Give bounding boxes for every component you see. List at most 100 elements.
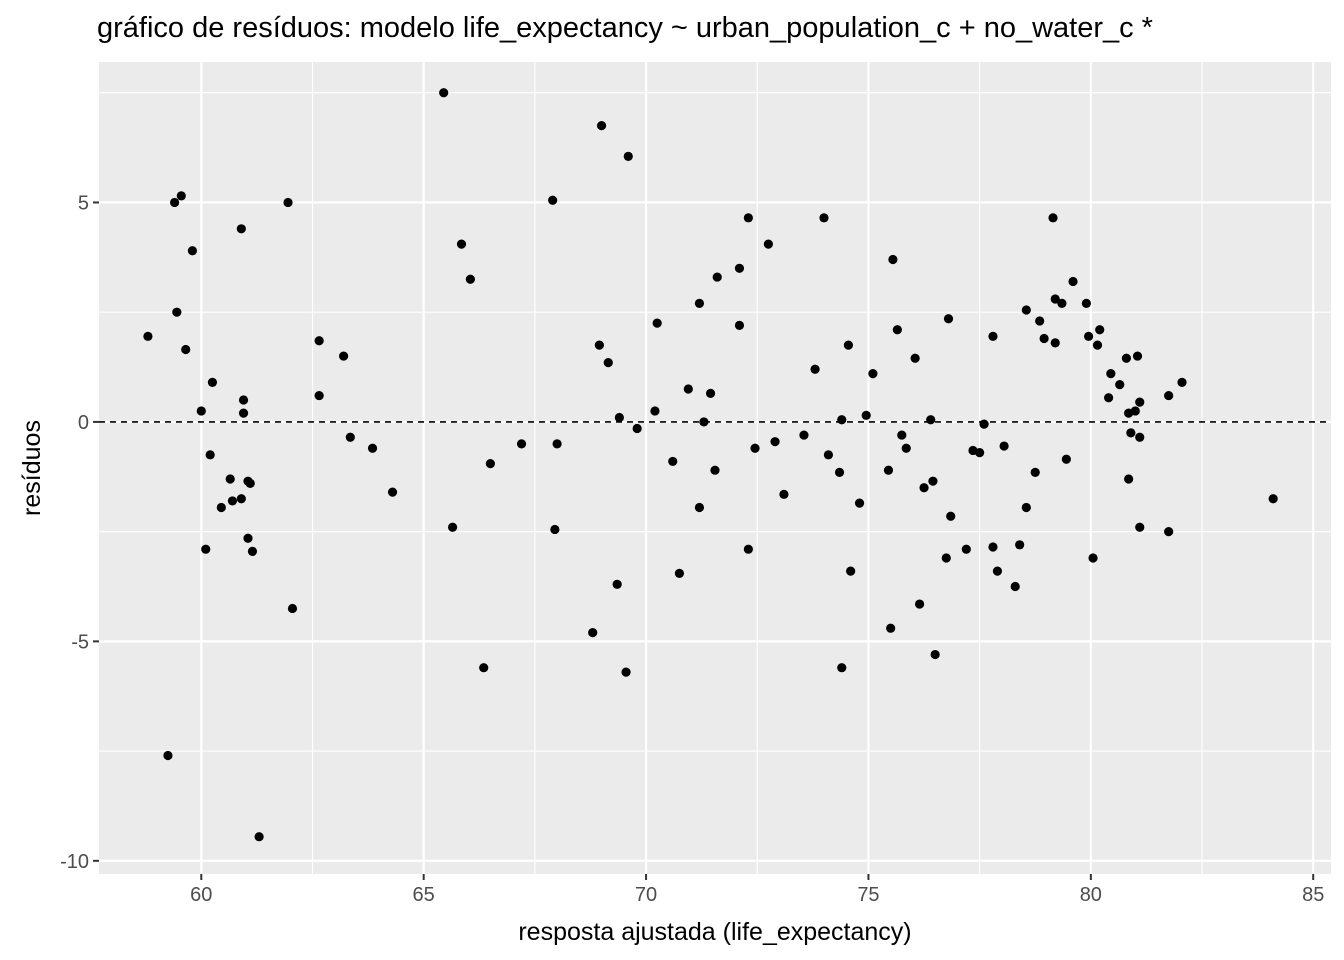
data-point (207, 377, 218, 388)
data-point (1135, 432, 1145, 442)
data-point (163, 750, 173, 761)
data-point (243, 533, 253, 543)
data-point (1021, 502, 1031, 513)
data-point (734, 263, 745, 273)
data-point (612, 579, 622, 589)
data-point (1106, 369, 1116, 379)
data-point (632, 423, 642, 434)
data-point (170, 197, 180, 208)
data-point (594, 340, 604, 350)
data-point (988, 331, 998, 341)
data-point (946, 511, 956, 521)
data-point (743, 544, 753, 554)
data-point (176, 191, 186, 201)
data-point (763, 239, 773, 249)
data-point (837, 663, 847, 673)
data-point (1177, 377, 1187, 388)
data-point (287, 603, 298, 614)
data-point (1135, 522, 1145, 532)
data-points (143, 88, 1278, 842)
data-point (694, 298, 705, 309)
data-point (743, 213, 753, 223)
data-point (694, 502, 705, 513)
data-point (943, 314, 954, 324)
data-point (236, 224, 246, 234)
data-point (734, 320, 745, 330)
data-point (238, 408, 249, 418)
data-point (172, 307, 182, 317)
data-point (1130, 406, 1140, 416)
chart-title: gráfico de resíduos: modelo life_expecta… (97, 12, 1153, 44)
data-point (516, 439, 527, 449)
data-point (479, 663, 489, 673)
data-point (652, 318, 662, 328)
data-point (674, 568, 685, 578)
data-point (999, 441, 1009, 451)
data-point (596, 121, 607, 131)
data-point (901, 443, 911, 453)
data-point (941, 553, 951, 563)
data-point (236, 494, 246, 504)
data-point (930, 649, 940, 660)
data-point (846, 566, 856, 576)
data-point (1084, 331, 1094, 341)
data-point (314, 336, 324, 346)
data-point (552, 439, 562, 449)
data-point (588, 627, 598, 638)
data-point (367, 443, 378, 453)
data-point (387, 487, 398, 497)
data-point (614, 412, 624, 423)
data-point (196, 406, 206, 416)
data-point (227, 496, 238, 506)
data-point (823, 450, 834, 460)
data-point (992, 566, 1003, 576)
data-point (668, 456, 678, 467)
data-point (837, 415, 847, 425)
data-point (1124, 474, 1134, 484)
data-point (205, 450, 215, 460)
data-point (1035, 316, 1045, 326)
data-point (447, 522, 458, 532)
data-point (914, 599, 925, 609)
data-point (439, 88, 449, 98)
data-point (650, 406, 660, 416)
data-point (1015, 540, 1025, 550)
x-axis-title: resposta ajustada (life_expectancy) (518, 918, 911, 946)
y-tick-label: -5 (71, 631, 89, 653)
y-tick-label: -10 (60, 851, 89, 873)
data-point (187, 246, 198, 256)
data-point (1164, 390, 1174, 401)
data-point (770, 437, 780, 447)
x-tick-label: 60 (190, 884, 212, 906)
x-tick-label: 65 (413, 884, 435, 906)
data-point (888, 254, 898, 265)
data-point (1132, 351, 1143, 361)
data-point (1095, 325, 1105, 335)
data-point (1068, 276, 1078, 287)
data-point (712, 272, 722, 282)
data-point (834, 467, 845, 477)
data-point (883, 465, 894, 475)
data-point (247, 546, 258, 556)
data-point (897, 430, 907, 440)
data-point (928, 476, 938, 486)
data-point (892, 325, 902, 335)
data-point (1126, 428, 1136, 438)
data-point (779, 489, 789, 499)
data-point (910, 353, 920, 363)
data-point (975, 448, 985, 458)
data-point (979, 419, 989, 429)
data-point (143, 331, 153, 341)
data-point (314, 390, 324, 401)
data-point (1039, 333, 1049, 344)
x-tick-label: 80 (1080, 884, 1102, 906)
data-point (854, 498, 865, 508)
data-point (868, 369, 878, 379)
data-point (1030, 467, 1040, 477)
x-axis-ticks: 60 65 70 75 80 85 (190, 874, 1324, 906)
x-tick-label: 70 (635, 884, 657, 906)
data-point (465, 274, 475, 284)
data-point (238, 395, 249, 405)
data-point (799, 430, 809, 440)
